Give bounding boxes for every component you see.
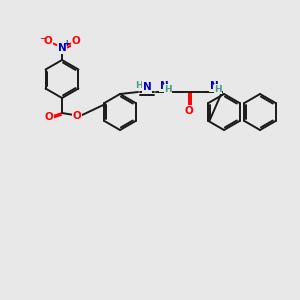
Text: O: O <box>73 111 81 121</box>
Text: H: H <box>164 85 172 94</box>
Text: +: + <box>63 38 69 47</box>
Text: N: N <box>142 82 152 92</box>
Text: N: N <box>58 43 66 53</box>
Text: H: H <box>135 80 143 89</box>
Text: O: O <box>184 106 194 116</box>
Text: O: O <box>45 112 53 122</box>
Text: O: O <box>72 36 80 46</box>
Text: N: N <box>160 81 168 91</box>
Text: N: N <box>210 81 218 91</box>
Text: H: H <box>214 85 222 94</box>
Text: −: − <box>40 34 46 43</box>
Text: O: O <box>44 36 52 46</box>
